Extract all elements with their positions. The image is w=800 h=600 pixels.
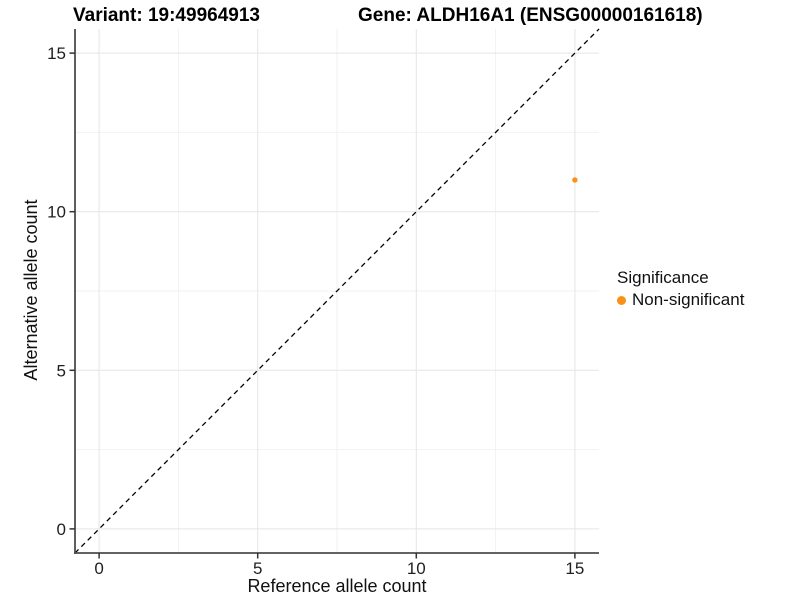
- x-tick-label: 0: [94, 559, 103, 578]
- y-tick-label: 5: [57, 361, 66, 380]
- data-point: [572, 177, 578, 183]
- gene-title: Gene: ALDH16A1 (ENSG00000161618): [358, 5, 703, 26]
- identity-line: [74, 28, 600, 554]
- y-tick-label: 10: [47, 203, 66, 222]
- legend-item-non-significant: Non-significant: [617, 291, 744, 309]
- y-axis-title: Alternative allele count: [21, 199, 41, 381]
- x-tick-label: 10: [407, 559, 426, 578]
- x-tick-label: 15: [565, 559, 584, 578]
- x-axis-title: Reference allele count: [247, 576, 427, 596]
- y-tick-label: 15: [47, 44, 66, 63]
- legend: Significance Non-significant: [617, 268, 744, 309]
- x-tick-label: 5: [253, 559, 262, 578]
- legend-point-icon: [617, 295, 626, 305]
- y-tick-label: 0: [57, 520, 66, 539]
- variant-title: Variant: 19:49964913: [73, 5, 260, 26]
- legend-item-label: Non-significant: [632, 290, 745, 309]
- legend-title: Significance: [617, 268, 709, 287]
